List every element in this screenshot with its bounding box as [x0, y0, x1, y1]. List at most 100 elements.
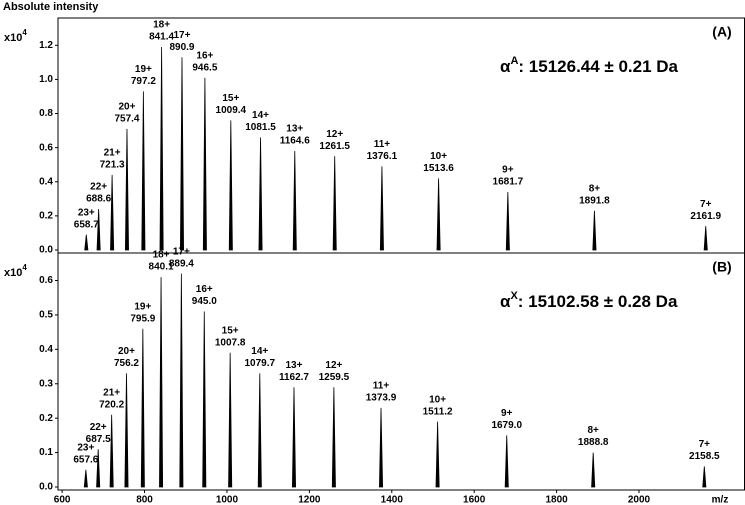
peak [436, 178, 441, 251]
panel-title: (A) [712, 24, 731, 40]
peak [179, 57, 184, 251]
y-tick-label: 0.2 [39, 413, 53, 424]
mz-label: 688.6 [86, 194, 111, 205]
peak [228, 120, 233, 251]
y-axis-title: Absolute intensity [3, 1, 99, 13]
x-tick-label: 1000 [216, 495, 239, 505]
peak [591, 452, 596, 488]
mz-label: 1681.7 [493, 177, 524, 188]
y-multiplier: x104 [4, 263, 27, 279]
peak [96, 209, 101, 251]
peak [179, 273, 184, 488]
charge-label: 9+ [501, 408, 513, 419]
mz-label: 1373.9 [366, 392, 397, 403]
y-multiplier-base: x10 [4, 267, 22, 279]
x-axis-title: m/z [712, 495, 729, 505]
peak [84, 234, 89, 251]
peak [159, 277, 164, 488]
mz-label: 890.9 [169, 42, 194, 53]
x-tick-label: 2000 [628, 495, 651, 505]
peak [202, 311, 207, 488]
mz-label: 795.9 [130, 313, 155, 324]
peak [258, 137, 263, 251]
peak [505, 191, 510, 251]
peak [379, 166, 384, 251]
mz-label: 1513.6 [423, 163, 454, 174]
y-tick-label: 1.2 [39, 40, 53, 51]
mz-label: 687.5 [86, 434, 111, 445]
mz-label: 1007.8 [215, 337, 246, 348]
charge-label: 16+ [196, 284, 213, 295]
charge-label: 11+ [373, 380, 390, 391]
annotation: αX: 15102.58 ± 0.28 Da [500, 290, 678, 312]
charge-label: 14+ [251, 346, 268, 357]
peak [435, 421, 440, 488]
y-tick-label: 0.2 [39, 211, 53, 222]
charge-label: 23+ [77, 442, 94, 453]
mz-label: 945.0 [192, 296, 217, 307]
mz-label: 1261.5 [319, 141, 350, 152]
charge-label: 12+ [326, 129, 343, 140]
y-tick-label: 0.4 [39, 344, 53, 355]
peak [228, 352, 233, 488]
charge-label: 12+ [325, 360, 342, 371]
annotation: αA: 15126.44 ± 0.21 Da [500, 55, 679, 77]
charge-label: 21+ [104, 148, 121, 159]
peak [140, 328, 145, 488]
mz-label: 1162.7 [279, 372, 309, 383]
charge-label: 7+ [699, 439, 711, 450]
peak [83, 469, 88, 488]
charge-label: 15+ [222, 93, 239, 104]
peak [379, 407, 384, 488]
peak [702, 466, 707, 488]
charge-label: 10+ [429, 394, 446, 405]
charge-label: 15+ [222, 325, 239, 336]
peak [159, 46, 164, 251]
charge-label: 20+ [118, 102, 135, 113]
peak [96, 449, 101, 488]
x-tick-label: 1800 [545, 495, 568, 505]
mz-label: 840.1 [149, 262, 174, 273]
mz-label: 1164.6 [280, 136, 310, 147]
annotation-superscript: A [510, 55, 518, 67]
y-tick-label: 0.6 [39, 275, 53, 286]
peak [703, 226, 708, 251]
y-tick-label: 0.0 [39, 482, 53, 493]
mz-label: 757.4 [114, 114, 139, 125]
y-tick-label: 0.5 [39, 310, 53, 321]
y-multiplier-exponent: 4 [22, 28, 27, 37]
mz-label: 889.4 [169, 258, 194, 269]
mz-label: 2158.5 [689, 451, 720, 462]
charge-label: 22+ [90, 182, 107, 193]
peak [141, 91, 146, 251]
annotation-text: : 15102.58 ± 0.28 Da [518, 292, 678, 311]
charge-label: 18+ [153, 250, 170, 261]
y-tick-label: 0.3 [39, 378, 53, 389]
charge-label: 14+ [252, 110, 269, 121]
charge-label: 11+ [374, 139, 391, 150]
mz-label: 721.3 [100, 160, 125, 171]
mz-label: 797.2 [131, 76, 156, 87]
mz-label: 841.4 [149, 32, 174, 43]
charge-label: 8+ [587, 425, 599, 436]
annotation-superscript: X [510, 290, 518, 302]
peak [124, 373, 129, 488]
charge-label: 19+ [135, 64, 152, 75]
mz-label: 1679.0 [491, 420, 522, 431]
charge-label: 10+ [430, 151, 447, 162]
charge-label: 13+ [286, 360, 303, 371]
charge-label: 17+ [173, 246, 190, 257]
y-multiplier-exponent: 4 [22, 263, 27, 272]
mz-label: 720.2 [99, 399, 124, 410]
charge-label: 19+ [134, 301, 151, 312]
peak [592, 210, 597, 251]
peak [257, 373, 262, 488]
x-tick-label: 1600 [463, 495, 486, 505]
charge-label: 7+ [700, 199, 712, 210]
peak [291, 387, 296, 488]
mz-label: 1009.4 [216, 105, 247, 116]
mz-label: 657.6 [73, 454, 98, 465]
mz-label: 1891.8 [579, 195, 610, 206]
y-tick-label: 1.0 [39, 74, 53, 85]
charge-label: 21+ [103, 387, 120, 398]
